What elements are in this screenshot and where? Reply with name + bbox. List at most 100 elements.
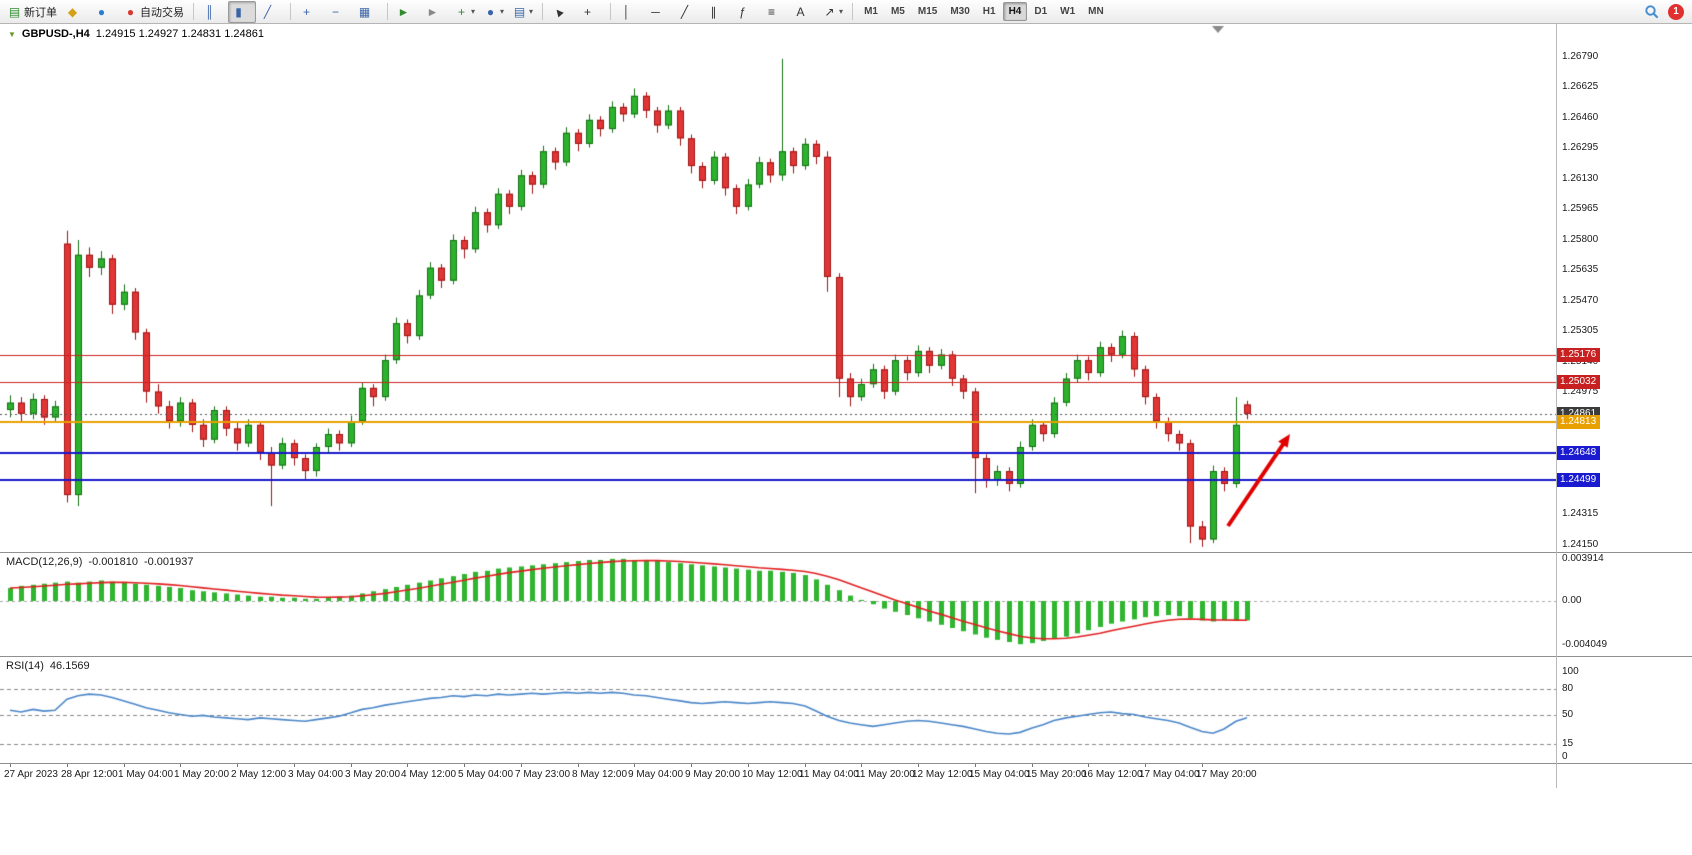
new-order-button-label: 新订单 <box>24 6 57 19</box>
timeframe-m5-button[interactable]: M5 <box>890 6 905 17</box>
zoom-out-button[interactable]: − <box>325 1 353 23</box>
periods-button[interactable]: ● ▾ <box>480 1 508 23</box>
community-icon-icon: ● <box>97 4 106 19</box>
time-label: 17 May 20:00 <box>1196 769 1257 780</box>
price-chart-canvas[interactable] <box>0 24 1556 552</box>
price-badge-1.25176: 1.25176 <box>1557 348 1601 363</box>
time-label: 12 May 12:00 <box>912 769 973 780</box>
text-icon: A <box>796 4 805 19</box>
toolbar-separator <box>542 3 544 20</box>
bar-chart-button[interactable]: ║ <box>199 1 227 23</box>
timeframe-w1-button[interactable]: W1 <box>1060 6 1076 17</box>
price-tick: 1.25305 <box>1562 325 1599 337</box>
time-tick <box>521 764 522 767</box>
panel-divider-main-macd[interactable] <box>0 552 1692 553</box>
equidistant-channel-button[interactable]: ∥ <box>703 1 731 23</box>
timeframe-d1-button[interactable]: D1 <box>1034 6 1048 17</box>
price-badge-1.24648: 1.24648 <box>1557 445 1601 460</box>
tile-windows-icon: ▦ <box>358 4 371 19</box>
auto-scroll-button[interactable]: ► <box>393 1 421 23</box>
price-badge-1.24499: 1.24499 <box>1557 473 1601 488</box>
dropdown-caret-icon: ▾ <box>471 7 476 16</box>
rsi-tick: 0 <box>1562 751 1568 762</box>
time-tick <box>464 764 465 767</box>
cursor-button[interactable]: ▲ <box>548 1 576 23</box>
time-tick <box>407 764 408 767</box>
new-order-button[interactable]: ▤ 新订单 <box>4 1 61 23</box>
notification-badge[interactable]: 1 <box>1668 3 1684 20</box>
timeframe-m15-button[interactable]: M15 <box>917 6 938 17</box>
timeframe-h1-button[interactable]: H1 <box>982 6 996 17</box>
time-tick <box>918 764 919 767</box>
time-label: 9 May 04:00 <box>628 769 684 780</box>
candlestick-chart-button[interactable]: ▮ <box>228 0 256 23</box>
templates-button[interactable]: ▤ ▾ <box>509 1 537 23</box>
arrows-button[interactable]: ↗ ▾ <box>819 1 847 23</box>
grid-icon: ≡ <box>768 4 776 19</box>
community-icon-button[interactable]: ● <box>91 1 119 23</box>
time-label: 28 Apr 12:00 <box>61 769 118 780</box>
toolbar-separator <box>387 3 388 20</box>
rsi-value: 46.1569 <box>49 660 90 672</box>
tile-windows-button[interactable]: ▦ <box>354 1 382 23</box>
toolbar-separator <box>852 3 854 20</box>
timeframe-mn-button[interactable]: MN <box>1088 6 1104 17</box>
macd-name: MACD(12,26,9) <box>6 556 83 568</box>
rsi-tick: 15 <box>1562 738 1574 750</box>
fibonacci-button[interactable]: ƒ <box>732 1 760 23</box>
time-label: 17 May 04:00 <box>1139 769 1200 780</box>
chart-header: ▼ GBPUSD-,H4 1.24915 1.24927 1.24831 1.2… <box>8 28 264 40</box>
rsi-name: RSI(14) <box>6 660 44 672</box>
vertical-line-button[interactable]: │ <box>616 1 644 23</box>
indicators-button[interactable]: + ▾ <box>451 1 479 23</box>
auto-trading-button[interactable]: ● 自动交易 <box>120 1 188 23</box>
time-label: 5 May 04:00 <box>458 769 514 780</box>
time-tick <box>1202 764 1203 767</box>
timeframe-h4-button[interactable]: H4 <box>1002 2 1028 21</box>
time-tick <box>691 764 692 767</box>
toolbar-separator <box>193 3 194 20</box>
metaquotes-icon-button[interactable]: ◆ <box>62 1 90 23</box>
time-tick <box>124 764 125 767</box>
macd-value-signal: -0.001937 <box>143 556 194 568</box>
line-chart-button[interactable]: ╱ <box>257 1 285 23</box>
toolbar: ▤ 新订单 ◆ ● ● 自动交易 ║ ▮ ╱ + − ▦ ► ► + ▾ ● ▾ ▤ ▾ ▲ + │ ─ ╱ ∥ ƒ ≡ A ↗ ▾ M1 M5… <box>0 0 1692 24</box>
rsi-tick: 50 <box>1562 708 1574 720</box>
price-tick: 1.26130 <box>1562 172 1599 184</box>
metaquotes-icon-icon: ◆ <box>67 4 78 19</box>
trendline-button[interactable]: ╱ <box>674 1 702 23</box>
price-tick: 1.25635 <box>1562 264 1599 276</box>
price-tick: 1.26295 <box>1562 142 1599 154</box>
price-badge-1.25032: 1.25032 <box>1557 374 1601 389</box>
panel-divider-rsi-timeaxis[interactable] <box>0 763 1692 764</box>
macd-tick: -0.004049 <box>1562 638 1608 650</box>
text-button[interactable]: A <box>790 1 818 23</box>
price-tick: 1.24315 <box>1562 508 1599 520</box>
panel-divider-macd-rsi[interactable] <box>0 656 1692 657</box>
fibonacci-icon: ƒ <box>739 4 746 19</box>
time-label: 7 May 23:00 <box>515 769 571 780</box>
time-tick <box>1145 764 1146 767</box>
time-tick <box>10 764 11 767</box>
auto-trading-button-label: 自动交易 <box>140 6 184 19</box>
grid-button[interactable]: ≡ <box>761 1 789 23</box>
timeframe-m1-button[interactable]: M1 <box>864 6 878 17</box>
chart-shift-button[interactable]: ► <box>422 1 450 23</box>
dropdown-caret-icon: ▾ <box>839 7 844 16</box>
templates-icon: ▤ <box>513 4 526 19</box>
timeframe-m30-button[interactable]: M30 <box>950 6 970 17</box>
symbol-marker-icon: ▼ <box>8 29 16 39</box>
zoom-in-button[interactable]: + <box>296 1 324 23</box>
price-tick: 1.25965 <box>1562 203 1599 215</box>
time-tick <box>748 764 749 767</box>
crosshair-button[interactable]: + <box>577 1 605 23</box>
time-tick <box>351 764 352 767</box>
price-tick: 1.25470 <box>1562 294 1599 306</box>
new-order-icon: ▤ <box>8 4 21 19</box>
macd-panel-canvas[interactable] <box>0 553 1556 656</box>
search-icon[interactable] <box>1644 4 1660 20</box>
arrows-icon: ↗ <box>824 4 835 19</box>
rsi-panel-canvas[interactable] <box>0 657 1556 763</box>
horizontal-line-button[interactable]: ─ <box>645 1 673 23</box>
time-label: 11 May 20:00 <box>855 769 915 780</box>
